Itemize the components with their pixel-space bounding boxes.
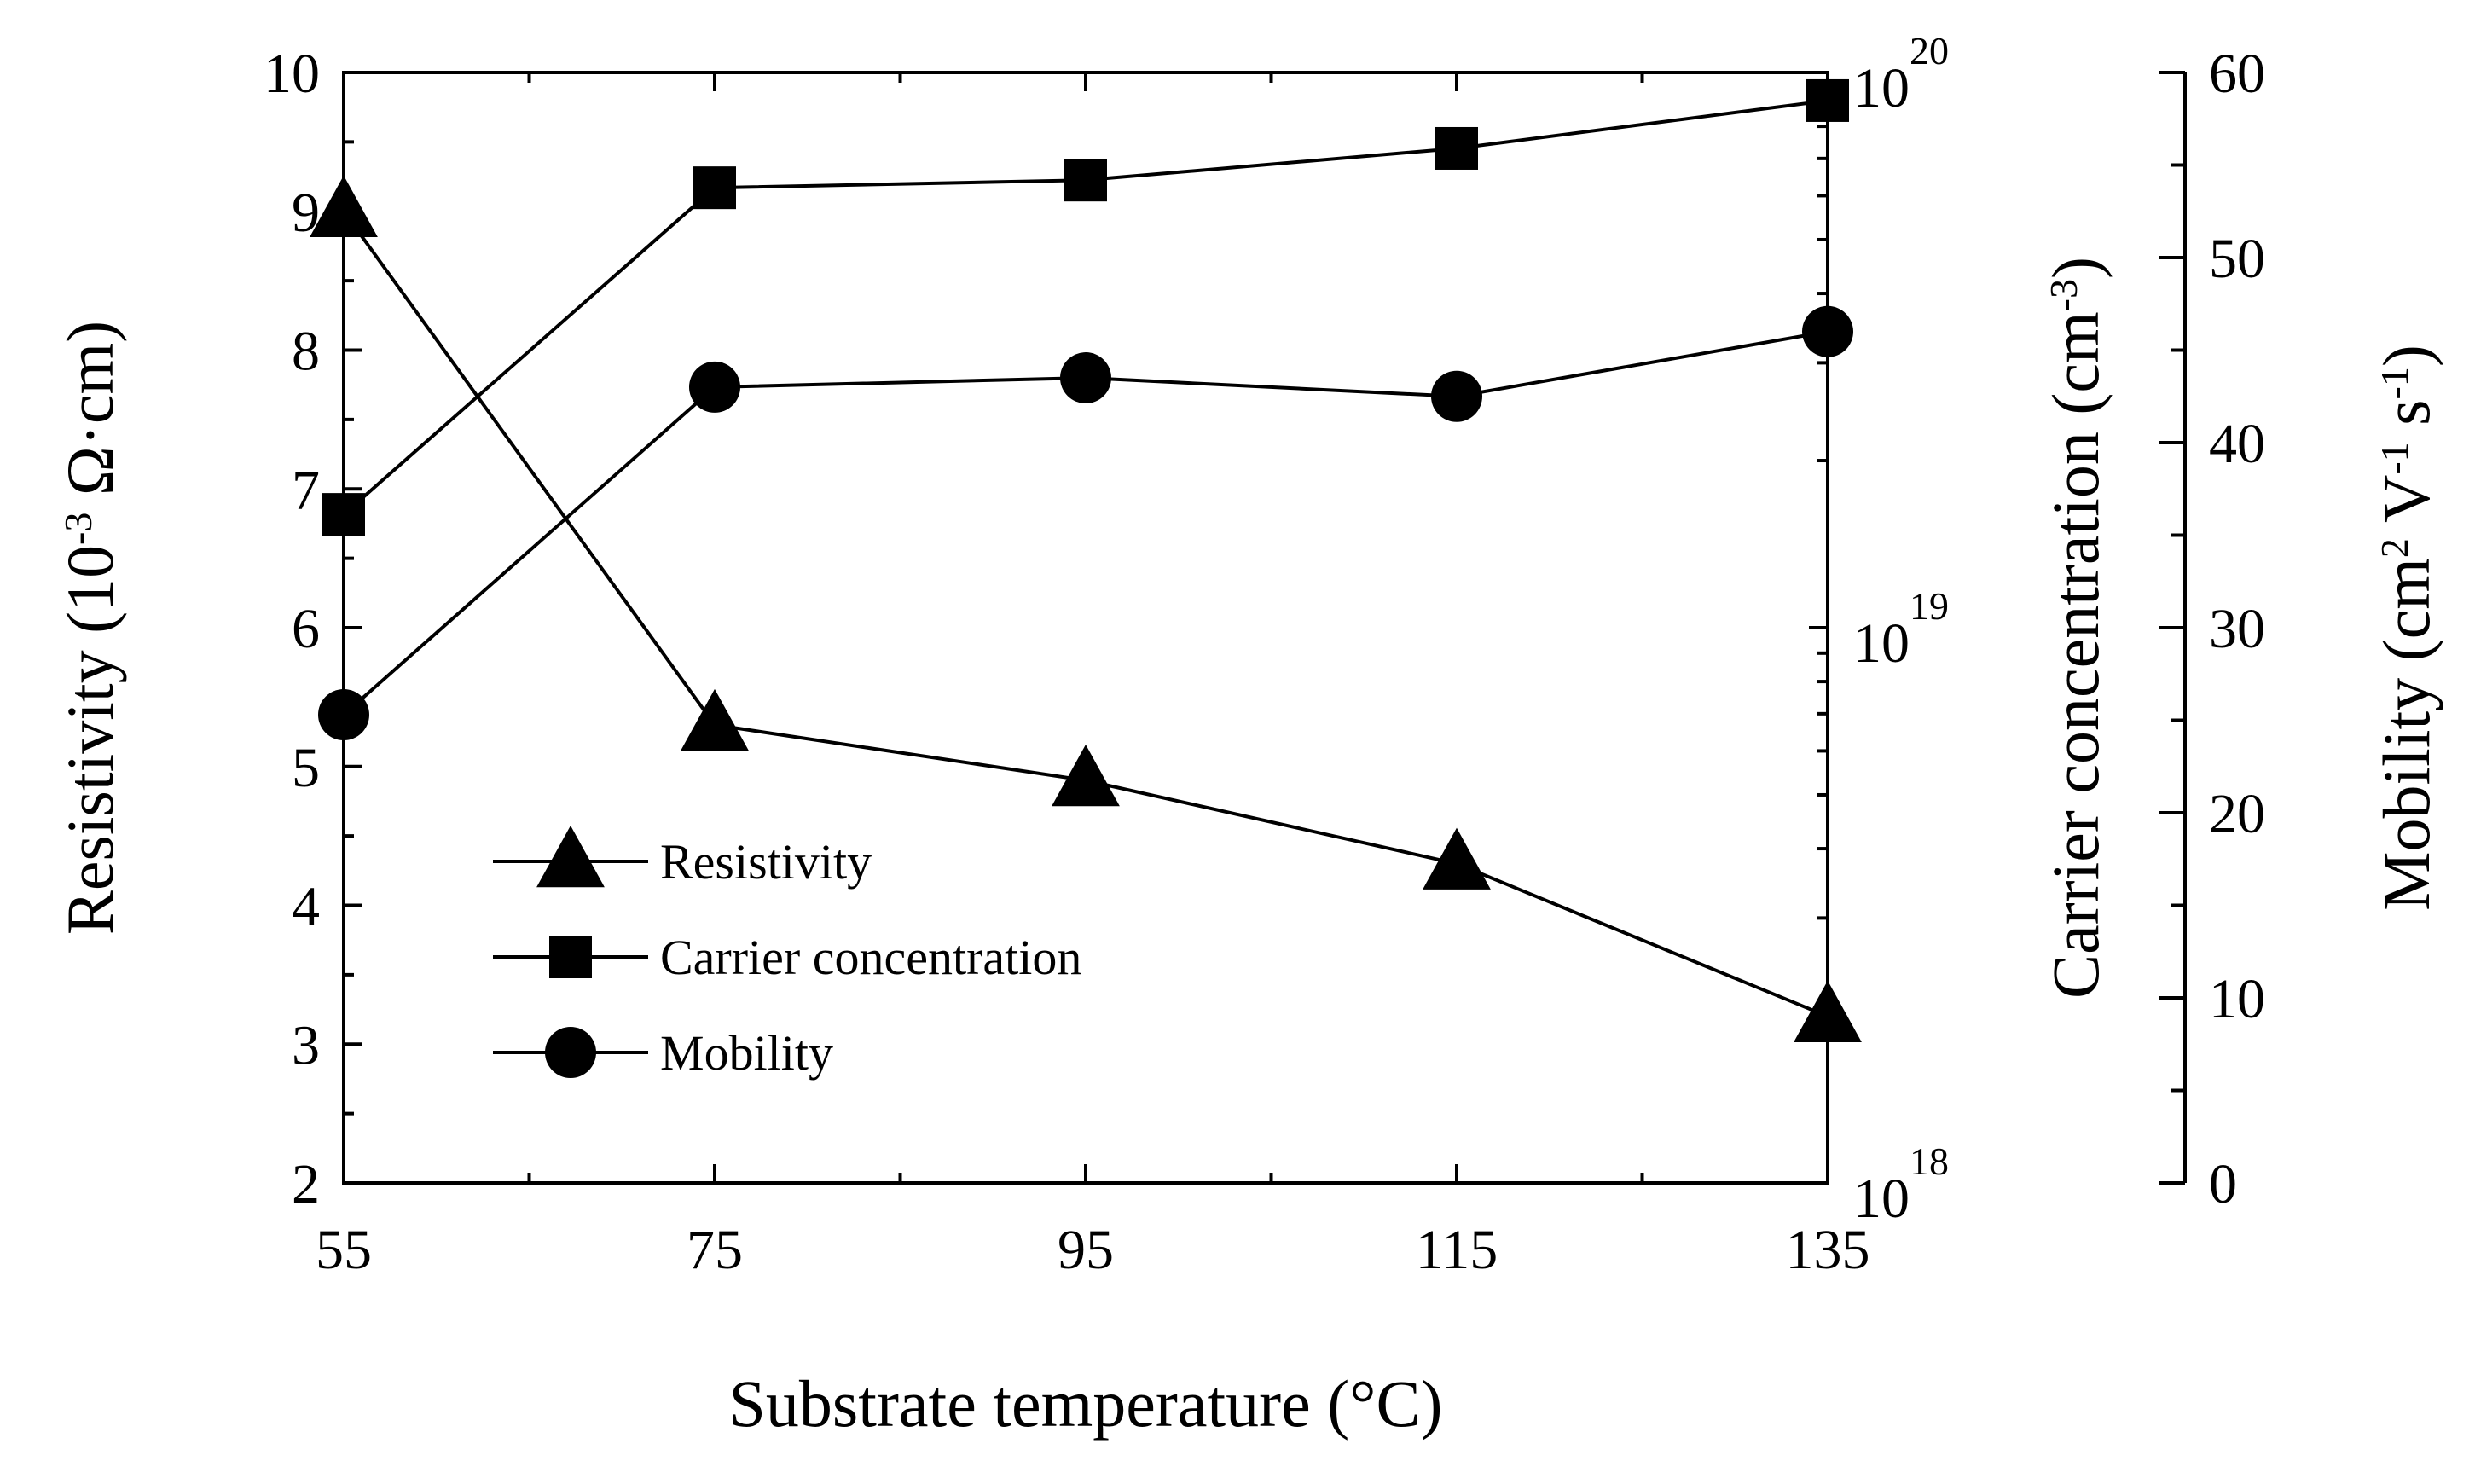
right1-tick-label: 1020 — [1853, 29, 1949, 119]
legend-marker-triangle — [536, 826, 605, 888]
x-tick-label: 75 — [687, 1219, 743, 1281]
plot-frame — [342, 71, 1829, 1185]
right2-tick-label: 20 — [2209, 783, 2265, 845]
resistivity-point-135 — [1794, 980, 1862, 1042]
mobility-point-55 — [318, 688, 369, 740]
x-tick-label: 95 — [1058, 1219, 1114, 1281]
legend-item-carrier-concentration: Carrier concentration — [493, 930, 1081, 985]
left-tick-label: 3 — [292, 1014, 320, 1076]
right2-tick-label: 0 — [2209, 1153, 2237, 1215]
x-axis-title: Substrate temperature (°C) — [729, 1366, 1443, 1441]
legend-label: Mobility — [660, 1025, 833, 1081]
right2-tick-label: 40 — [2209, 413, 2265, 475]
right1-axis-title: Carrier concentration (cm-3) — [2038, 257, 2113, 999]
mobility-point-115 — [1431, 370, 1482, 422]
carrier-concentration-point-75 — [693, 166, 736, 210]
left-tick-label: 2 — [292, 1153, 320, 1215]
left-tick-label: 7 — [292, 459, 320, 521]
right2-tick-label: 30 — [2209, 598, 2265, 660]
legend-label: Carrier concentration — [660, 930, 1081, 985]
resistivity-line — [342, 210, 1829, 1018]
series-layer — [310, 78, 1862, 1042]
series-resistivity — [310, 175, 1862, 1042]
x-tick-label: 115 — [1416, 1219, 1498, 1281]
legend: Resistivity Carrier concentration Mobility — [493, 826, 1081, 1081]
x-tick-label: 55 — [316, 1219, 372, 1281]
carrier-concentration-point-115 — [1435, 126, 1478, 170]
mobility-point-75 — [689, 361, 740, 413]
right2-tick-label: 50 — [2209, 228, 2265, 290]
carrier-concentration-point-95 — [1064, 159, 1107, 202]
mobility-point-135 — [1802, 305, 1853, 357]
resistivity-point-75 — [681, 688, 749, 751]
legend-marker-circle — [545, 1027, 596, 1078]
x-tick-label: 135 — [1786, 1219, 1870, 1281]
left-tick-label: 5 — [292, 737, 320, 799]
series-mobility — [318, 305, 1853, 740]
carrier-concentration-point-135 — [1806, 78, 1849, 122]
legend-marker-square — [549, 936, 592, 978]
resistivity-point-115 — [1423, 827, 1491, 890]
left-tick-label: 10 — [264, 43, 320, 105]
left-tick-label: 8 — [292, 321, 320, 383]
legend-item-resistivity: Resistivity — [493, 826, 872, 890]
left-tick-label: 4 — [292, 876, 320, 938]
right1-tick-label: 1019 — [1853, 584, 1949, 675]
right1-tick-label: 1018 — [1853, 1139, 1949, 1230]
right2-tick-label: 60 — [2209, 43, 2265, 105]
legend-label: Resistivity — [660, 834, 872, 890]
left-tick-label: 6 — [292, 598, 320, 660]
carrier-concentration-point-55 — [322, 493, 365, 536]
legend-item-mobility: Mobility — [493, 1025, 833, 1081]
right2-axis-title: Mobility (cm2 V-1 s-1) — [2369, 345, 2443, 911]
series-carrier-concentration — [322, 78, 1849, 536]
left-axis-title: Resistivity (10-3 Ω·cm) — [53, 321, 127, 935]
right2-tick-label: 10 — [2209, 968, 2265, 1030]
mobility-point-95 — [1060, 352, 1111, 404]
resistivity-point-55 — [310, 175, 378, 237]
resistivity-point-95 — [1052, 745, 1120, 807]
